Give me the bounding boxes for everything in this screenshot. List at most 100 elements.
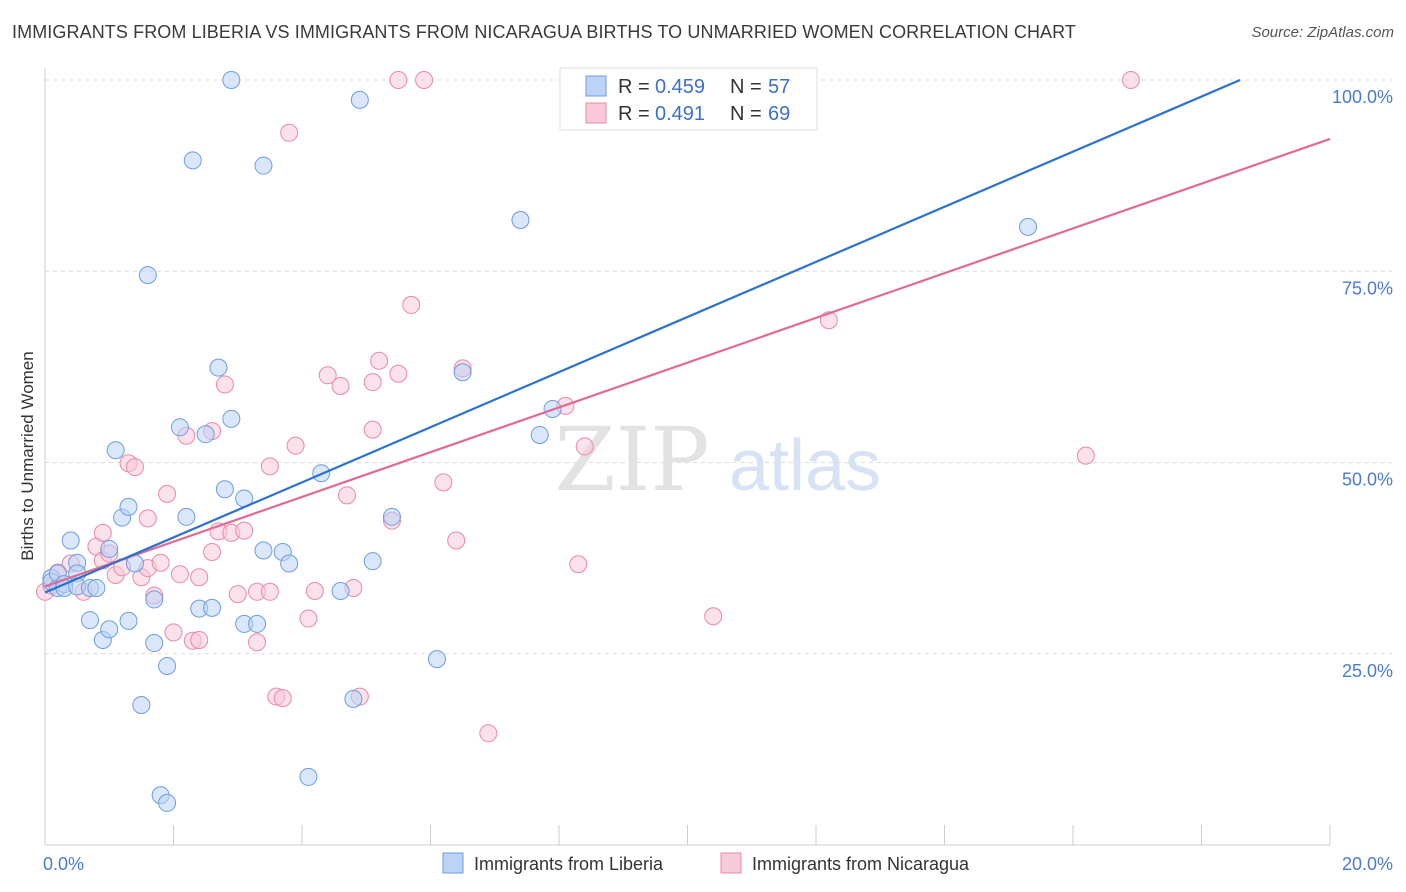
data-point-liberia	[331, 582, 350, 601]
legend-n-label: N =	[730, 103, 762, 125]
data-point-liberia	[87, 578, 106, 597]
data-point-liberia	[196, 425, 215, 444]
data-point-nicaragua	[331, 377, 350, 395]
watermark: ZIP atlas	[554, 408, 881, 511]
data-point-nicaragua	[158, 484, 177, 503]
data-point-nicaragua	[260, 457, 279, 476]
legend-r-nicaragua: 0.491	[655, 103, 705, 125]
axes	[44, 68, 1331, 846]
data-point-nicaragua	[125, 458, 144, 477]
data-point-liberia	[299, 767, 318, 786]
data-point-nicaragua	[337, 486, 356, 505]
data-point-liberia	[183, 151, 202, 170]
data-point-nicaragua	[190, 568, 209, 587]
data-point-nicaragua	[389, 364, 408, 383]
data-point-liberia	[427, 650, 446, 669]
bottom-legend-label-liberia: Immigrants from Liberia	[474, 854, 664, 874]
legend-r-label: R =	[618, 76, 650, 98]
legend-box: R = 0.459 N = 57 R = 0.491 N = 69	[559, 67, 818, 131]
legend-swatch-nicaragua	[585, 102, 607, 124]
data-point-liberia	[158, 656, 177, 675]
data-point-nicaragua	[479, 724, 498, 743]
data-point-liberia	[530, 425, 549, 444]
data-point-nicaragua	[569, 555, 588, 574]
data-point-nicaragua	[203, 543, 222, 562]
data-point-nicaragua	[318, 366, 337, 385]
data-point-nicaragua	[260, 582, 279, 601]
data-point-nicaragua	[434, 473, 453, 492]
data-point-liberia	[363, 552, 382, 571]
bottom-legend-swatch-nicaragua	[720, 852, 742, 874]
trend-lines	[44, 78, 1331, 594]
data-point-nicaragua	[273, 689, 292, 708]
data-point-liberia	[382, 507, 401, 526]
data-point-liberia	[119, 497, 138, 516]
trend-line-liberia	[44, 78, 1241, 594]
y-tick-label: 25.0%	[1342, 661, 1393, 681]
data-point-nicaragua	[215, 375, 234, 394]
legend-n-nicaragua: 69	[768, 103, 790, 125]
grid-lines	[45, 79, 1392, 655]
data-point-nicaragua	[93, 523, 112, 542]
data-point-liberia	[209, 358, 228, 377]
trend-line-nicaragua	[44, 137, 1331, 588]
data-point-nicaragua	[280, 123, 299, 142]
data-point-nicaragua	[402, 295, 421, 314]
data-point-liberia	[100, 539, 119, 558]
legend-n-label: N =	[730, 76, 762, 98]
x-tick-label: 0.0%	[43, 854, 84, 874]
legend-n-liberia: 57	[768, 76, 790, 98]
bottom-legend: Immigrants from Liberia Immigrants from …	[442, 852, 970, 874]
data-point-nicaragua	[138, 509, 157, 528]
bottom-legend-swatch-liberia	[442, 852, 464, 874]
data-point-liberia	[61, 531, 80, 550]
data-point-liberia	[511, 210, 530, 229]
data-point-liberia	[254, 156, 273, 175]
data-point-liberia	[170, 418, 189, 437]
watermark-zip: ZIP	[554, 408, 709, 511]
data-point-liberia	[453, 363, 472, 382]
data-point-nicaragua	[228, 585, 247, 604]
legend-r-label: R =	[618, 103, 650, 125]
data-point-nicaragua	[299, 609, 318, 628]
y-tick-label: 50.0%	[1342, 470, 1393, 490]
data-point-liberia	[145, 590, 164, 609]
data-point-nicaragua	[248, 633, 267, 652]
data-point-liberia	[248, 614, 267, 633]
y-tick-label: 75.0%	[1342, 278, 1393, 298]
data-point-liberia	[100, 620, 119, 639]
data-point-nicaragua	[704, 607, 723, 626]
bottom-legend-label-nicaragua: Immigrants from Nicaragua	[752, 854, 970, 874]
data-point-liberia	[138, 266, 157, 285]
data-point-nicaragua	[235, 521, 254, 540]
watermark-atlas: atlas	[729, 426, 881, 506]
series-nicaragua-points	[36, 71, 1140, 743]
data-point-nicaragua	[170, 565, 189, 584]
data-point-liberia	[119, 611, 138, 630]
data-point-liberia	[350, 90, 369, 109]
source-label: Source: ZipAtlas.com	[1251, 24, 1394, 41]
legend-swatch-liberia	[585, 75, 607, 97]
data-point-nicaragua	[164, 623, 183, 642]
data-point-liberia	[222, 71, 241, 89]
data-point-liberia	[222, 409, 241, 428]
data-point-liberia	[280, 554, 299, 573]
legend-r-liberia: 0.459	[655, 76, 705, 98]
chart-title: IMMIGRANTS FROM LIBERIA VS IMMIGRANTS FR…	[12, 22, 1077, 42]
data-point-liberia	[177, 507, 196, 526]
data-point-liberia	[80, 611, 99, 630]
data-point-liberia	[215, 480, 234, 499]
y-axis-title: Births to Unmarried Women	[18, 351, 37, 560]
data-point-liberia	[158, 793, 177, 812]
data-point-nicaragua	[1076, 446, 1095, 465]
data-point-nicaragua	[1121, 71, 1140, 89]
data-point-nicaragua	[363, 420, 382, 439]
data-point-nicaragua	[370, 351, 389, 370]
data-point-nicaragua	[151, 553, 170, 572]
data-point-liberia	[344, 689, 363, 708]
data-point-liberia	[106, 441, 125, 460]
data-point-nicaragua	[415, 71, 434, 89]
data-point-nicaragua	[305, 582, 324, 601]
tick-labels: 25.0% 50.0% 75.0% 100.0% 0.0% 20.0%	[43, 87, 1393, 874]
